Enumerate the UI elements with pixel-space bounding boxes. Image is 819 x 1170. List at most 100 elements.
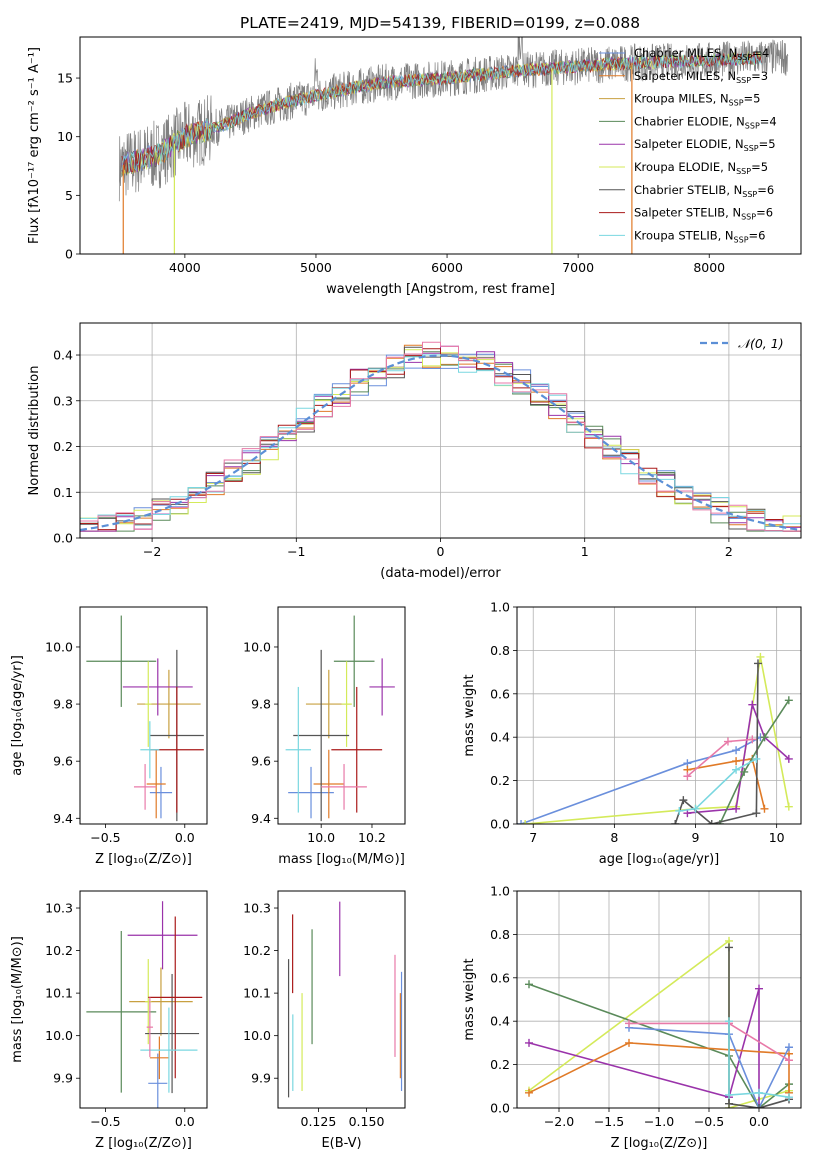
mass-weight-point — [725, 1099, 733, 1108]
mass-weight-point — [784, 802, 793, 811]
mass-weight-point — [525, 980, 533, 989]
y-tick-label: 9.6 — [251, 754, 271, 769]
x-axis-label: Z [log₁₀(Z/Z⊙)] — [95, 1136, 192, 1151]
y-axis-label: age [log₁₀(age/yr)] — [10, 655, 25, 776]
x-tick-label: −1.5 — [594, 1114, 624, 1129]
axes-frame — [79, 890, 208, 1109]
mass-weight-point — [740, 767, 749, 776]
axes-frame — [516, 606, 802, 825]
y-tick-label: 0.2 — [490, 773, 510, 788]
axes-frame — [516, 890, 802, 1109]
y-tick-label: 0.6 — [490, 686, 510, 701]
axes-frame — [79, 322, 802, 539]
x-tick-label: 0.125 — [301, 1114, 337, 1129]
mass-weight-point — [785, 1056, 793, 1065]
mass-weight-line — [528, 988, 760, 1108]
x-axis-label: E(B-V) — [321, 1136, 361, 1151]
legend-count: =6 — [756, 206, 773, 220]
y-tick-label: 5 — [65, 188, 73, 203]
mass-weight-point — [725, 1090, 733, 1099]
legend-subscript: SSP — [742, 190, 757, 199]
mass-weight-line — [674, 663, 759, 824]
x-tick-label: 4000 — [169, 260, 201, 275]
y-tick-label: 0.6 — [490, 970, 510, 985]
x-tick-label: −1 — [287, 544, 305, 559]
y-tick-label: 0.0 — [53, 531, 73, 546]
legend-label: Kroupa STELIB, NSSP=6 — [634, 228, 765, 244]
legend-label: 𝒩(0, 1) — [738, 336, 784, 351]
legend-subscript: SSP — [734, 235, 749, 244]
x-tick-label: 0.0 — [175, 830, 195, 845]
mass-vs-z-panel: −0.5 0.0 9.9 10.0 10.1 10.2 10.3 Z [log₁₀(Z/Z⊙)… — [10, 890, 208, 1151]
legend-label: Salpeter ELODIE, NSSP=5 — [634, 137, 776, 153]
y-tick-label: 0.0 — [490, 817, 510, 832]
mass-weight-point — [675, 806, 684, 815]
x-tick-label: −2.0 — [544, 1114, 574, 1129]
y-tick-label: 10.1 — [243, 986, 271, 1001]
mass-vs-ebv-panel: 0.125 0.150 9.9 10.0 10.1 10.2 10.3 E(B-V) — [243, 890, 406, 1151]
y-tick-label: 10.1 — [45, 986, 73, 1001]
y-tick-label: 0.4 — [490, 1014, 510, 1029]
mass-weight-point — [784, 696, 793, 705]
axes-frame — [79, 606, 208, 825]
y-tick-label: 15 — [57, 71, 73, 86]
legend-count: =5 — [751, 160, 768, 174]
y-tick-label: 10.2 — [45, 943, 73, 958]
residual-histogram — [80, 341, 801, 532]
legend-count: =4 — [752, 46, 769, 60]
mass-weight-point — [732, 757, 741, 766]
legend-label: Kroupa MILES, NSSP=5 — [634, 92, 760, 108]
legend-subscript: SSP — [744, 144, 759, 153]
mass-vs-z-marks — [86, 901, 203, 1108]
weight-vs-age-panel: 7 8 9 10 0.0 0.2 0.4 0.6 0.8 1.0 age [log₁₀(age/yr… — [462, 600, 802, 867]
y-tick-label: 10.0 — [243, 639, 271, 654]
y-tick-label: 0.8 — [490, 643, 510, 658]
y-tick-label: 9.8 — [53, 697, 73, 712]
legend-subscript: SSP — [745, 121, 760, 130]
mass-weight-point — [679, 796, 688, 805]
x-axis-label: mass [log₁₀(M/M⊙)] — [278, 852, 405, 867]
legend-label: Salpeter MILES, NSSP=3 — [634, 69, 768, 85]
x-tick-label: 8000 — [693, 260, 725, 275]
mass-weight-point — [732, 804, 741, 813]
x-tick-label: 10.2 — [358, 830, 386, 845]
x-tick-label: 5000 — [300, 260, 332, 275]
mass-weight-point — [753, 659, 762, 668]
x-axis-label: (data-model)/error — [380, 566, 501, 581]
legend-count: =6 — [757, 183, 774, 197]
mass-weight-point — [691, 804, 700, 813]
x-axis-label: wavelength [Angstrom, rest frame] — [326, 282, 555, 297]
y-tick-label: 0.4 — [53, 348, 73, 363]
y-tick-label: 1.0 — [490, 600, 510, 615]
mass-weight-point — [755, 984, 763, 993]
y-tick-label: 10.3 — [243, 901, 271, 916]
mass-weight-point — [683, 772, 692, 781]
mass-weight-point — [755, 1104, 763, 1108]
y-tick-label: 10.2 — [243, 943, 271, 958]
mass-weight-point — [760, 733, 769, 742]
x-tick-label: 7000 — [562, 260, 594, 275]
y-tick-label: 10.3 — [45, 901, 73, 916]
mass-weight-point — [521, 820, 530, 824]
y-tick-label: 10.0 — [45, 639, 73, 654]
legend-subscript: SSP — [736, 167, 751, 176]
x-tick-label: 1 — [581, 544, 589, 559]
mass-weight-point — [525, 1038, 533, 1047]
y-tick-label: 0 — [65, 247, 73, 262]
residual-histogram — [80, 349, 801, 527]
mass-weight-line — [628, 1026, 790, 1108]
legend-subscript: SSP — [737, 53, 752, 62]
weight-vs-z-panel: −2.0 −1.5 −1.0 −0.5 0.0 0.0 0.2 0.4 0.6 0.8 1.0 Z [… — [462, 884, 802, 1151]
y-tick-label: 0.2 — [53, 439, 73, 454]
y-tick-label: 1.0 — [490, 884, 510, 899]
axes-frame — [277, 890, 406, 1109]
legend-subscript: SSP — [736, 76, 751, 85]
y-tick-label: 10 — [57, 129, 73, 144]
x-tick-label: −1.0 — [644, 1114, 674, 1129]
legend-label: Chabrier STELIB, NSSP=6 — [634, 183, 774, 199]
mass-weight-line — [520, 736, 761, 824]
mass-weight-point — [732, 746, 741, 755]
x-tick-label: 10 — [769, 830, 785, 845]
y-axis-label: Flux [fλ10⁻¹⁷ erg cm⁻² s⁻¹ A⁻¹] — [27, 47, 42, 244]
